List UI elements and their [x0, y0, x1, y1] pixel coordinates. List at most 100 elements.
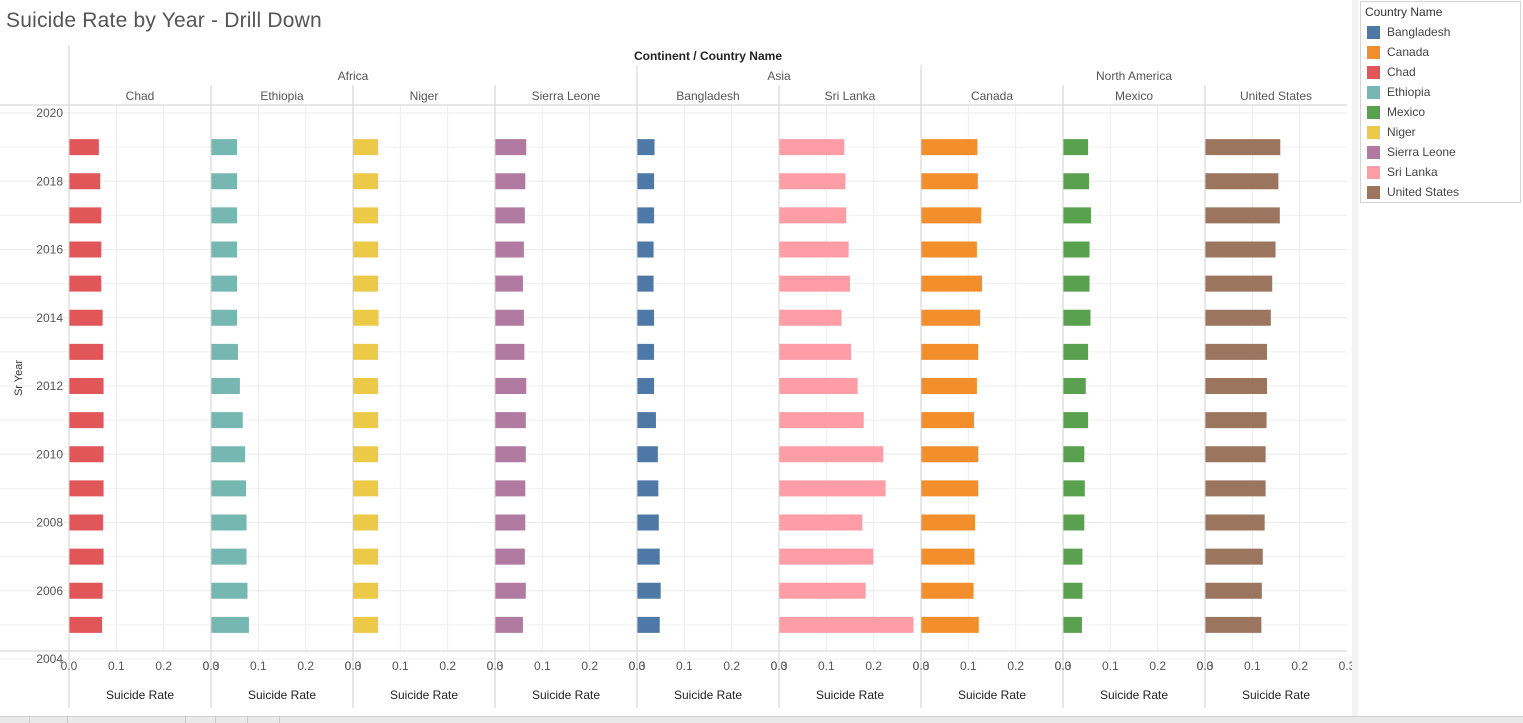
bar-chad[interactable] — [69, 343, 104, 360]
bar-mexico[interactable] — [1063, 514, 1085, 531]
sheet-tab[interactable] — [0, 716, 30, 723]
bar-bangladesh[interactable] — [637, 343, 655, 360]
bar-chad[interactable] — [69, 582, 103, 599]
bar-chad[interactable] — [69, 241, 102, 258]
bar-niger[interactable] — [353, 616, 379, 633]
bar-sierra-leone[interactable] — [495, 343, 525, 360]
bar-united-states[interactable] — [1205, 343, 1268, 360]
bar-bangladesh[interactable] — [637, 412, 656, 429]
bar-ethiopia[interactable] — [211, 173, 238, 190]
bar-sierra-leone[interactable] — [495, 616, 523, 633]
bar-bangladesh[interactable] — [637, 275, 654, 292]
bar-niger[interactable] — [353, 480, 379, 497]
bar-sierra-leone[interactable] — [495, 207, 525, 224]
bar-sri-lanka[interactable] — [779, 309, 842, 326]
legend-item[interactable]: Chad — [1367, 64, 1416, 80]
sheet-tab[interactable] — [186, 716, 216, 723]
bar-sri-lanka[interactable] — [779, 480, 886, 497]
bar-sierra-leone[interactable] — [495, 309, 524, 326]
bar-united-states[interactable] — [1205, 412, 1267, 429]
bar-ethiopia[interactable] — [211, 207, 238, 224]
bar-united-states[interactable] — [1205, 207, 1280, 224]
bar-sri-lanka[interactable] — [779, 514, 863, 531]
bar-sri-lanka[interactable] — [779, 378, 858, 394]
bar-sri-lanka[interactable] — [779, 582, 866, 599]
bar-mexico[interactable] — [1063, 173, 1090, 190]
sheet-tab[interactable] — [30, 716, 68, 723]
bar-canada[interactable] — [921, 139, 978, 156]
bar-niger[interactable] — [353, 343, 379, 360]
bar-sri-lanka[interactable] — [779, 207, 847, 224]
bar-chad[interactable] — [69, 412, 104, 429]
bar-sierra-leone[interactable] — [495, 582, 526, 599]
bar-bangladesh[interactable] — [637, 207, 655, 224]
bar-ethiopia[interactable] — [211, 616, 249, 633]
bar-chad[interactable] — [69, 548, 104, 565]
legend-item[interactable]: Bangladesh — [1367, 24, 1450, 40]
bar-canada[interactable] — [921, 446, 979, 463]
bar-mexico[interactable] — [1063, 582, 1083, 599]
bar-chad[interactable] — [69, 616, 103, 633]
bar-canada[interactable] — [921, 241, 977, 258]
bar-united-states[interactable] — [1205, 241, 1276, 258]
bar-ethiopia[interactable] — [211, 446, 246, 463]
bar-sri-lanka[interactable] — [779, 616, 914, 633]
bar-ethiopia[interactable] — [211, 139, 238, 156]
bar-canada[interactable] — [921, 173, 978, 190]
bar-sierra-leone[interactable] — [495, 378, 527, 394]
bar-bangladesh[interactable] — [637, 446, 658, 463]
bar-sri-lanka[interactable] — [779, 241, 849, 258]
bar-bangladesh[interactable] — [637, 582, 661, 599]
bar-sri-lanka[interactable] — [779, 548, 874, 565]
bar-sierra-leone[interactable] — [495, 480, 526, 497]
bar-mexico[interactable] — [1063, 241, 1090, 258]
bar-united-states[interactable] — [1205, 378, 1268, 394]
bar-mexico[interactable] — [1063, 480, 1085, 497]
bar-mexico[interactable] — [1063, 309, 1091, 326]
bar-ethiopia[interactable] — [211, 241, 238, 258]
bar-sierra-leone[interactable] — [495, 412, 526, 429]
bar-united-states[interactable] — [1205, 514, 1265, 531]
bar-mexico[interactable] — [1063, 378, 1086, 394]
bar-mexico[interactable] — [1063, 616, 1082, 633]
bar-ethiopia[interactable] — [211, 309, 238, 326]
bar-niger[interactable] — [353, 309, 379, 326]
bar-niger[interactable] — [353, 412, 379, 429]
bar-sri-lanka[interactable] — [779, 139, 845, 156]
bar-canada[interactable] — [921, 582, 974, 599]
bar-niger[interactable] — [353, 241, 379, 258]
bar-bangladesh[interactable] — [637, 548, 660, 565]
bar-niger[interactable] — [353, 173, 379, 190]
legend-item[interactable]: Sri Lanka — [1367, 164, 1438, 180]
sheet-tab[interactable] — [248, 716, 280, 723]
bar-chad[interactable] — [69, 446, 104, 463]
legend-item[interactable]: Ethiopia — [1367, 84, 1430, 100]
sheet-tab-strip[interactable] — [0, 716, 1523, 723]
bar-sierra-leone[interactable] — [495, 139, 527, 156]
bar-canada[interactable] — [921, 275, 983, 292]
legend-item[interactable]: Niger — [1367, 124, 1416, 140]
bar-mexico[interactable] — [1063, 343, 1089, 360]
bar-mexico[interactable] — [1063, 139, 1089, 156]
bar-niger[interactable] — [353, 139, 379, 156]
bar-canada[interactable] — [921, 412, 975, 429]
bar-sierra-leone[interactable] — [495, 275, 523, 292]
bar-mexico[interactable] — [1063, 207, 1091, 224]
legend[interactable]: Country Name Bangladesh Canada Chad Ethiopi… — [1360, 1, 1521, 203]
bar-united-states[interactable] — [1205, 548, 1263, 565]
bar-chad[interactable] — [69, 275, 102, 292]
bar-bangladesh[interactable] — [637, 480, 659, 497]
bar-united-states[interactable] — [1205, 480, 1266, 497]
bar-niger[interactable] — [353, 207, 379, 224]
bar-canada[interactable] — [921, 309, 981, 326]
sheet-tab[interactable] — [68, 716, 186, 723]
bar-sri-lanka[interactable] — [779, 275, 851, 292]
bar-united-states[interactable] — [1205, 616, 1262, 633]
bar-ethiopia[interactable] — [211, 582, 248, 599]
bar-bangladesh[interactable] — [637, 173, 655, 190]
bar-canada[interactable] — [921, 514, 975, 531]
bar-united-states[interactable] — [1205, 275, 1273, 292]
bar-chad[interactable] — [69, 207, 102, 224]
bar-sri-lanka[interactable] — [779, 343, 851, 360]
bar-united-states[interactable] — [1205, 446, 1266, 463]
